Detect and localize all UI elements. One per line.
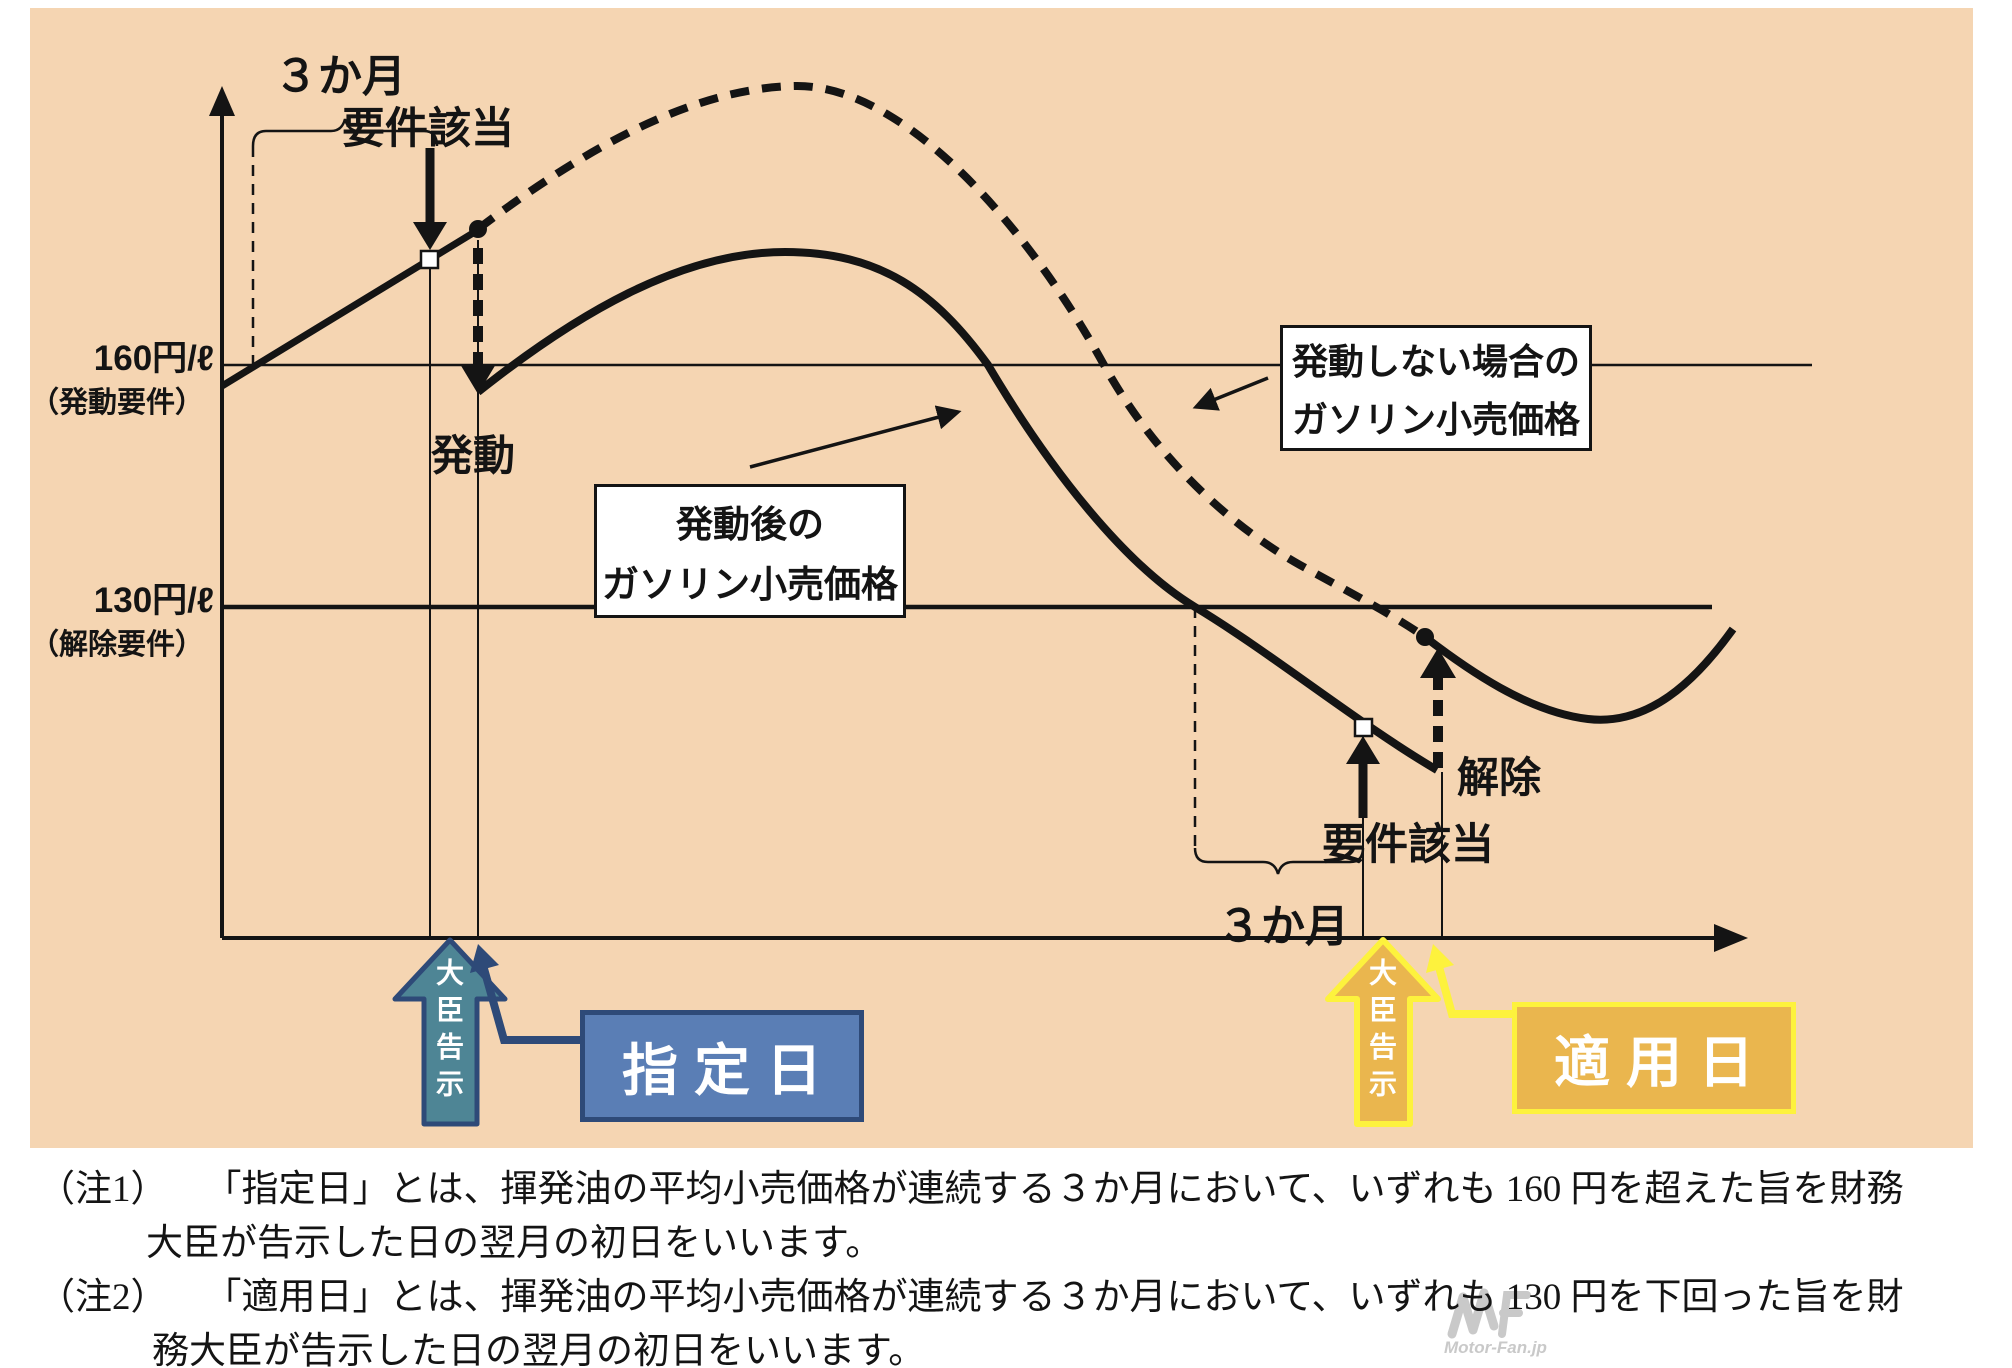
label-3months-left: ３か月 — [274, 52, 406, 101]
no-trigger-price-box: 発動しない場合の ガソリン小売価格 — [1280, 325, 1592, 451]
bracket-right-3months — [1193, 847, 1365, 875]
no-trigger-price-line1: 発動しない場合の — [1291, 341, 1580, 382]
motor-fan-logo-icon — [1447, 1288, 1499, 1339]
marker-square-left — [419, 249, 440, 270]
label-release: 解除 — [1457, 754, 1542, 801]
minister-notice-arrow-right-icon — [1325, 937, 1441, 1127]
after-trigger-price-line1: 発動後の — [676, 504, 824, 545]
release-dot — [1416, 628, 1434, 646]
label-requirement-met-left: 要件該当 — [342, 105, 514, 153]
note1-line1: （注1） 「指定日」とは、揮発油の平均小売価格が連続する３か月において、いずれも… — [38, 1169, 1904, 1210]
price-curve-after-trigger — [475, 247, 1440, 774]
note2-line1: （注2） 「適用日」とは、揮発油の平均小売価格が連続する３か月において、いずれも… — [38, 1277, 1904, 1318]
minister-notice-arrow-left-icon — [392, 937, 508, 1127]
minister-notice-text-left: 大臣告示 — [433, 958, 464, 1106]
no-trigger-price-line2: ガソリン小売価格 — [1291, 399, 1580, 440]
x-axis-arrowhead-icon — [1714, 924, 1748, 952]
after-trigger-price-box: 発動後の ガソリン小売価格 — [594, 484, 906, 618]
y-axis-arrowhead-icon — [209, 86, 235, 116]
plot-background — [30, 8, 1973, 1148]
pointer-no-trigger-box-arrow — [1192, 376, 1269, 411]
y-sublabel-release-condition: （解除要件） — [29, 629, 204, 661]
pointer-after-box-arrow — [749, 405, 962, 469]
bracket-left-3months — [251, 118, 439, 147]
minister-notice-text-right: 大臣告示 — [1366, 958, 1397, 1106]
watermark-text: Motor-Fan.jp — [1444, 1338, 1547, 1357]
label-requirement-met-right: 要件該当 — [1322, 821, 1494, 869]
release-rise-arrowhead-icon — [1420, 648, 1456, 678]
after-trigger-price-line2: ガソリン小売価格 — [602, 564, 898, 605]
met-left-arrowhead-icon — [413, 222, 447, 250]
application-day-box: 適用日 — [1512, 1002, 1796, 1114]
marker-square-right — [1353, 717, 1374, 738]
price-curve-after-release — [1422, 626, 1737, 724]
designated-day-connector-arrowhead-icon — [470, 944, 499, 973]
trigger-dot — [469, 220, 487, 238]
y-label-130: 130円/ℓ — [93, 581, 214, 620]
label-trigger: 発動 — [430, 432, 516, 479]
met-right-arrowhead-icon — [1346, 736, 1380, 764]
label-3months-right: ３か月 — [1217, 902, 1349, 951]
application-day-connector — [1432, 954, 1512, 1018]
note2-line2: 務大臣が告示した日の翌月の初日をいいます。 — [152, 1331, 926, 1368]
y-label-160: 160円/ℓ — [93, 339, 214, 378]
designated-day-connector — [477, 956, 580, 1044]
price-curve-no-trigger-dashed — [475, 81, 1428, 641]
trigger-drop-arrowhead-icon — [460, 364, 496, 394]
motor-fan-logo-f-icon — [1498, 1291, 1531, 1338]
designated-day-box: 指定日 — [580, 1010, 864, 1122]
application-day-connector-arrowhead-icon — [1426, 944, 1454, 973]
y-sublabel-trigger-condition: （発動要件） — [29, 387, 204, 419]
note1-line2: 大臣が告示した日の翌月の初日をいいます。 — [146, 1223, 883, 1264]
